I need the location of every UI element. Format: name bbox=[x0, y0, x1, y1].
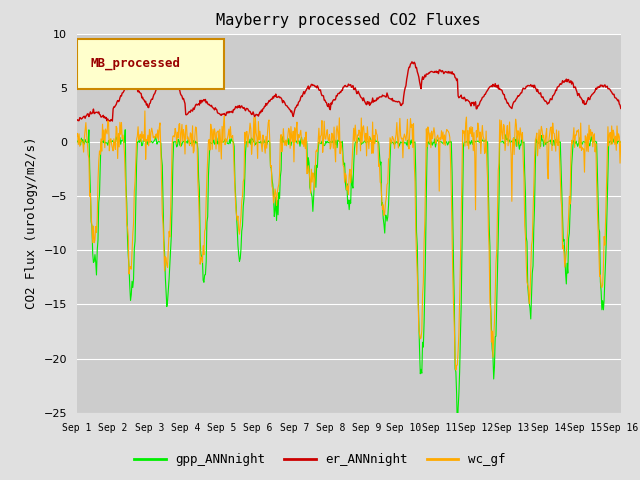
wc_gf bbox=[452, 367, 460, 373]
er_ANNnight bbox=[73, 118, 81, 123]
er_ANNnight bbox=[417, 83, 424, 88]
Y-axis label: CO2 Flux (urology/m2/s): CO2 Flux (urology/m2/s) bbox=[25, 137, 38, 310]
gpp_ANNnight bbox=[223, 141, 231, 146]
wc_gf bbox=[431, 140, 439, 146]
FancyBboxPatch shape bbox=[77, 39, 224, 89]
wc_gf bbox=[195, 196, 202, 202]
gpp_ANNnight bbox=[122, 127, 129, 132]
Line: gpp_ANNnight: gpp_ANNnight bbox=[77, 130, 621, 431]
gpp_ANNnight bbox=[195, 175, 202, 181]
gpp_ANNnight bbox=[431, 144, 439, 150]
Text: MB_processed: MB_processed bbox=[90, 57, 180, 70]
gpp_ANNnight bbox=[73, 139, 81, 145]
er_ANNnight bbox=[617, 106, 625, 111]
wc_gf bbox=[73, 133, 81, 139]
Line: er_ANNnight: er_ANNnight bbox=[77, 62, 621, 121]
er_ANNnight bbox=[408, 59, 416, 65]
wc_gf bbox=[223, 136, 231, 142]
er_ANNnight bbox=[195, 101, 202, 107]
Title: Mayberry processed CO2 Fluxes: Mayberry processed CO2 Fluxes bbox=[216, 13, 481, 28]
er_ANNnight bbox=[223, 110, 231, 116]
gpp_ANNnight bbox=[617, 139, 625, 145]
er_ANNnight bbox=[140, 97, 147, 103]
er_ANNnight bbox=[83, 113, 90, 119]
gpp_ANNnight bbox=[140, 137, 147, 143]
wc_gf bbox=[617, 138, 625, 144]
gpp_ANNnight bbox=[454, 428, 461, 434]
wc_gf bbox=[83, 132, 90, 138]
er_ANNnight bbox=[433, 68, 440, 74]
wc_gf bbox=[139, 135, 147, 141]
Line: wc_gf: wc_gf bbox=[77, 111, 621, 370]
gpp_ANNnight bbox=[416, 347, 424, 352]
Legend: gpp_ANNnight, er_ANNnight, wc_gf: gpp_ANNnight, er_ANNnight, wc_gf bbox=[129, 448, 511, 471]
wc_gf bbox=[141, 108, 148, 114]
er_ANNnight bbox=[106, 118, 114, 124]
wc_gf bbox=[416, 331, 424, 336]
gpp_ANNnight bbox=[83, 140, 90, 145]
